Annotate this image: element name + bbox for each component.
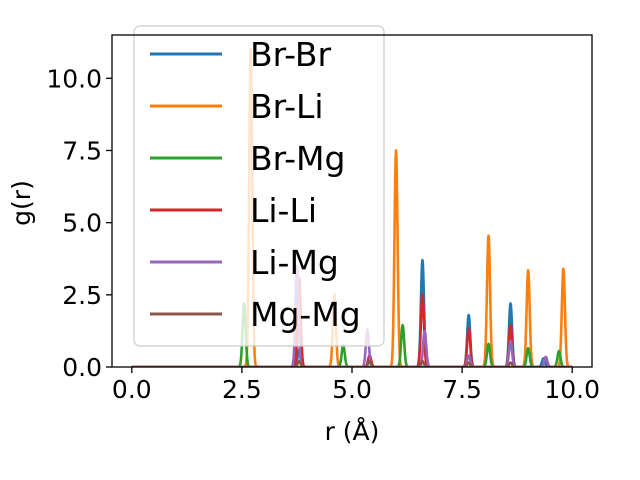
x-axis-label: r (Å) <box>325 417 380 446</box>
legend-label-br-mg: Br-Mg <box>250 139 345 178</box>
x-tick-label: 0.0 <box>112 375 152 404</box>
legend-label-li-li: Li-Li <box>250 191 317 230</box>
y-tick-label: 10.0 <box>46 64 102 93</box>
y-axis-label: g(r) <box>7 180 36 226</box>
x-tick-label: 10.0 <box>544 375 600 404</box>
y-tick-label: 5.0 <box>62 209 102 238</box>
legend-label-mg-mg: Mg-Mg <box>250 295 361 334</box>
x-tick-label: 2.5 <box>222 375 262 404</box>
legend-label-br-li: Br-Li <box>250 87 324 126</box>
y-tick-label: 2.5 <box>62 281 102 310</box>
y-tick-label: 0.0 <box>62 353 102 382</box>
y-tick-label: 7.5 <box>62 136 102 165</box>
legend-label-li-mg: Li-Mg <box>250 243 339 282</box>
legend-label-br-br: Br-Br <box>250 35 331 74</box>
x-tick-label: 7.5 <box>442 375 482 404</box>
legend: Br-Br Br-Li Br-Mg Li-Li Li-Mg Mg-Mg <box>133 25 385 347</box>
axes: 0.0 2.5 5.0 7.5 10.0 0.0 2.5 5.0 7.5 10.0 <box>46 34 600 404</box>
x-tick-label: 5.0 <box>332 375 372 404</box>
